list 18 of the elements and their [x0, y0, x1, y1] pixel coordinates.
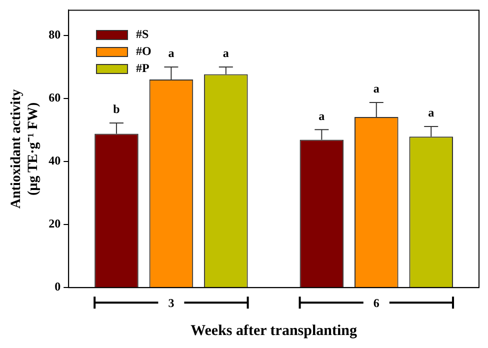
y-tick-label: 60 [48, 90, 61, 105]
annotation: b [113, 102, 120, 116]
annotation: a [373, 82, 380, 96]
x-tick-label: 6 [373, 296, 380, 310]
legend-label: #P [136, 61, 150, 76]
y-tick-label: 0 [54, 280, 61, 294]
y-axis-title: Antioxidant activity (µg TE·g⁻¹ FW) [9, 89, 41, 209]
x-axis-title: Weeks after transplanting [190, 322, 358, 339]
y-tick-label: 40 [48, 154, 61, 168]
annotation: a [168, 46, 174, 60]
x-tick-label: 3 [168, 296, 174, 310]
y-tick-label: 20 [48, 216, 61, 231]
legend-label: #O [136, 44, 152, 59]
legend-label: #S [136, 27, 149, 42]
annotation: a [428, 106, 434, 120]
annotation: a [318, 108, 325, 123]
annotation: a [222, 46, 229, 60]
y-tick-label: 80 [48, 28, 61, 42]
